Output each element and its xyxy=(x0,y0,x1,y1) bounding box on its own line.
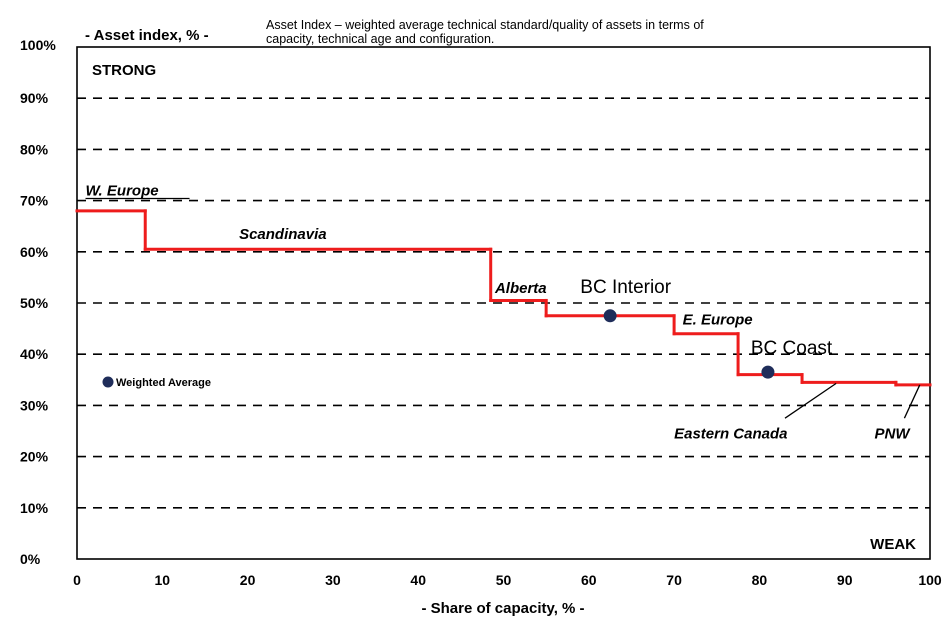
x-tick-label: 70 xyxy=(666,572,682,588)
x-tick-label: 100 xyxy=(918,572,942,588)
region-label: E. Europe xyxy=(683,312,753,329)
region-label: Alberta xyxy=(494,280,547,297)
region-label: Eastern Canada xyxy=(674,426,787,443)
x-tick-label: 60 xyxy=(581,572,597,588)
region-label: BC Coast xyxy=(751,338,833,359)
weighted-average-point xyxy=(603,309,617,323)
x-tick-label: 10 xyxy=(155,572,171,588)
x-axis-ticks: 0 10 20 30 40 50 60 70 80 90 100 xyxy=(73,572,942,588)
grid-lines xyxy=(77,97,930,509)
y-tick-label: 10% xyxy=(20,500,49,516)
weak-label: WEAK xyxy=(870,536,916,553)
y-tick-label: 90% xyxy=(20,90,49,106)
x-tick-label: 30 xyxy=(325,572,341,588)
step-series xyxy=(75,209,932,387)
y-tick-label: 80% xyxy=(20,141,49,157)
y-tick-label: 70% xyxy=(20,193,49,209)
region-labels: W. Europe Scandinavia Alberta BC Interior E.… xyxy=(85,182,912,443)
y-tick-label: 60% xyxy=(20,244,49,260)
weighted-average-points xyxy=(603,309,775,379)
y-axis-ticks: 0% 10% 20% 30% 40% 50% 60% 70% 80% 90% xyxy=(20,90,49,567)
region-label: PNW xyxy=(875,426,912,443)
x-tick-label: 40 xyxy=(410,572,426,588)
y-tick-label: 20% xyxy=(20,449,49,465)
x-tick-label: 50 xyxy=(496,572,512,588)
legend-marker xyxy=(102,376,114,388)
weighted-average-point xyxy=(761,365,775,379)
y-tick-label: 50% xyxy=(20,295,49,311)
x-tick-label: 90 xyxy=(837,572,853,588)
strong-label: STRONG xyxy=(92,62,156,79)
x-tick-label: 20 xyxy=(240,572,256,588)
legend-label: Weighted Average xyxy=(116,377,211,389)
note-line-1: Asset Index – weighted average technical… xyxy=(266,18,704,32)
y-tick-label: 0% xyxy=(20,551,41,567)
y-tick-label: 30% xyxy=(20,397,49,413)
leader-line xyxy=(903,384,921,419)
leader-lines xyxy=(784,382,921,419)
x-tick-label: 80 xyxy=(752,572,768,588)
region-label: Scandinavia xyxy=(239,226,327,243)
y-tick-label: 100% xyxy=(20,37,56,53)
region-label: W. Europe xyxy=(86,182,159,199)
x-tick-label: 0 xyxy=(73,572,81,588)
region-label: BC Interior xyxy=(580,277,671,298)
x-axis-title: - Share of capacity, % - xyxy=(421,600,584,617)
leader-line xyxy=(784,382,837,419)
y-axis-title: - Asset index, % - xyxy=(85,27,209,44)
y-tick-label: 40% xyxy=(20,346,49,362)
legend: Weighted Average xyxy=(102,376,211,389)
note-line-2: capacity, technical age and configuratio… xyxy=(266,32,494,46)
